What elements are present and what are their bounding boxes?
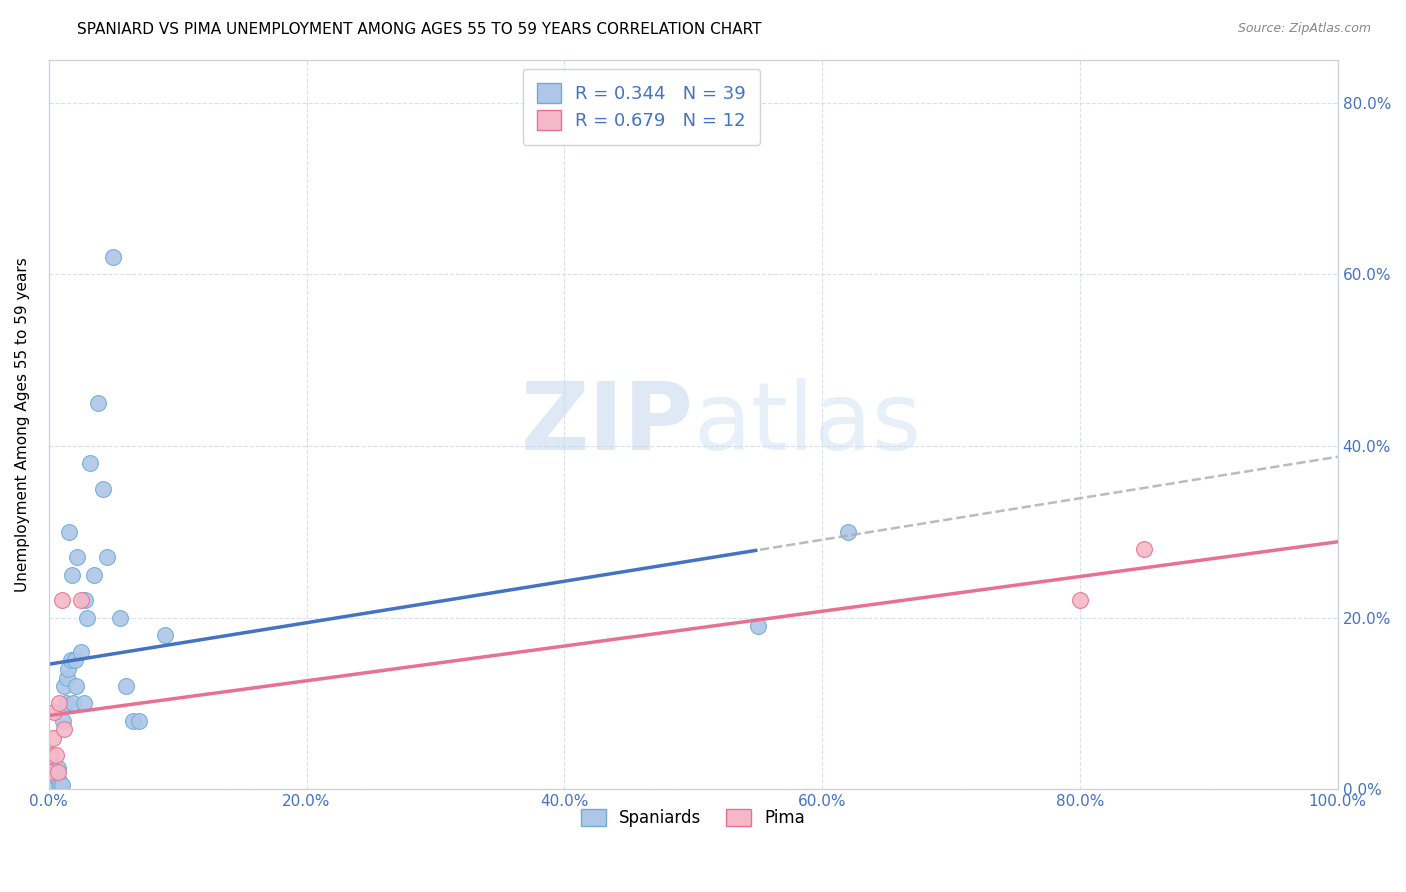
Point <box>53 722 76 736</box>
Point <box>747 619 769 633</box>
Point <box>45 765 67 780</box>
Point <box>62 697 84 711</box>
Point <box>60 567 83 582</box>
Point <box>46 761 69 775</box>
Point <box>49 778 72 792</box>
Point <box>46 765 69 780</box>
Point <box>48 697 70 711</box>
Point <box>56 662 79 676</box>
Point <box>73 593 96 607</box>
Point <box>1069 593 1091 607</box>
Point <box>91 482 114 496</box>
Y-axis label: Unemployment Among Ages 55 to 59 years: Unemployment Among Ages 55 to 59 years <box>15 257 30 591</box>
Point <box>72 697 94 711</box>
Point <box>59 653 82 667</box>
Text: atlas: atlas <box>693 378 921 470</box>
Point <box>41 769 63 783</box>
Point <box>56 671 79 685</box>
Point <box>41 773 63 788</box>
Point <box>39 765 62 780</box>
Point <box>153 628 176 642</box>
Point <box>45 747 67 762</box>
Point <box>96 550 118 565</box>
Point <box>837 524 859 539</box>
Point <box>70 593 93 607</box>
Point <box>103 250 125 264</box>
Point <box>52 714 75 728</box>
Point <box>51 593 73 607</box>
Point <box>115 679 138 693</box>
Point <box>41 747 63 762</box>
Text: SPANIARD VS PIMA UNEMPLOYMENT AMONG AGES 55 TO 59 YEARS CORRELATION CHART: SPANIARD VS PIMA UNEMPLOYMENT AMONG AGES… <box>77 22 762 37</box>
Point <box>44 769 66 783</box>
Point <box>42 705 65 719</box>
Point <box>48 773 70 788</box>
Point <box>51 778 73 792</box>
Point <box>66 550 89 565</box>
Point <box>70 645 93 659</box>
Point <box>39 765 62 780</box>
Point <box>41 731 63 745</box>
Point <box>108 610 131 624</box>
Text: ZIP: ZIP <box>520 378 693 470</box>
Point <box>79 456 101 470</box>
Point <box>55 697 77 711</box>
Point <box>53 679 76 693</box>
Point <box>128 714 150 728</box>
Point <box>1133 541 1156 556</box>
Text: Source: ZipAtlas.com: Source: ZipAtlas.com <box>1237 22 1371 36</box>
Point <box>87 396 110 410</box>
Point <box>83 567 105 582</box>
Point <box>58 524 80 539</box>
Point <box>76 610 98 624</box>
Point <box>42 778 65 792</box>
Legend: Spaniards, Pima: Spaniards, Pima <box>572 801 814 836</box>
Point <box>63 653 86 667</box>
Point <box>65 679 87 693</box>
Point <box>121 714 143 728</box>
